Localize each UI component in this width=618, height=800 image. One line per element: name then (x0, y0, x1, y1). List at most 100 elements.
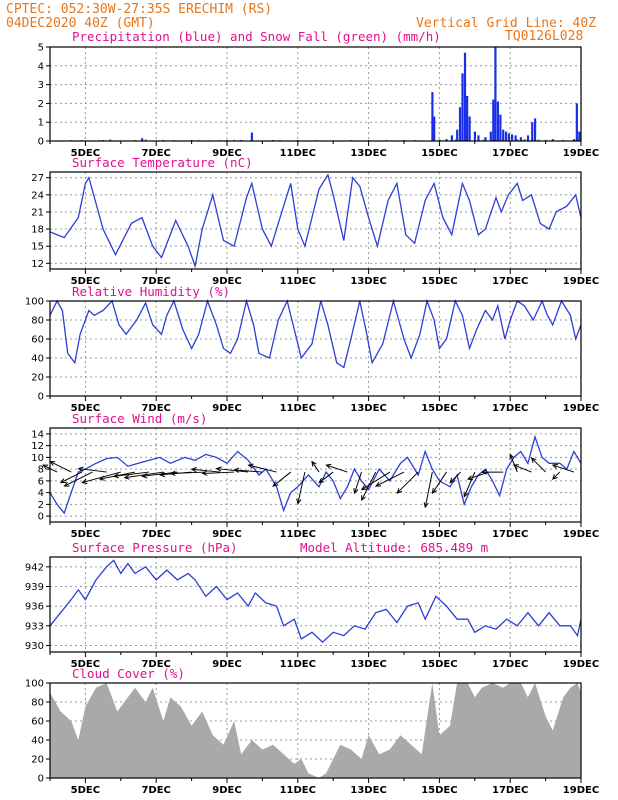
wind-vector-head (361, 495, 366, 502)
y-tick-label: 2 (38, 500, 44, 511)
precip-bar (461, 73, 464, 141)
wind-vector-head (215, 466, 222, 472)
wind-vector-head (353, 488, 359, 495)
wind-vector-head (169, 470, 176, 476)
panel-title: Cloud Cover (%) (72, 666, 185, 681)
panel-2: Surface Temperature (nC) 12 15 18 21 24 27 5DEC… (31, 155, 599, 287)
panel-1: Precipitation (blue) and Snow Fall (gree… (38, 29, 600, 159)
series-line (49, 559, 582, 644)
wind-vector (297, 471, 306, 504)
precip-bar (450, 135, 453, 141)
wind-vector-head (396, 488, 403, 494)
precip-bar (431, 92, 434, 141)
x-tick-label: 7DEC (141, 148, 170, 159)
x-tick-label: 9DEC (212, 529, 241, 540)
wind-vector (114, 471, 150, 477)
precip-bar (473, 131, 476, 141)
wind-vector (513, 464, 532, 473)
x-tick-label: 9DEC (212, 403, 241, 414)
cloud-cover-area (50, 683, 581, 778)
wind-vector-head (190, 467, 197, 473)
precip-bar (484, 137, 487, 141)
series-line (49, 298, 582, 369)
x-tick-label: 19DEC (563, 403, 599, 414)
precip-bar (492, 99, 495, 141)
y-tick-label: 27 (31, 173, 44, 184)
panel-frame (49, 46, 582, 142)
wind-vector (449, 471, 461, 483)
panel-title: Surface Temperature (nC) (72, 155, 253, 170)
y-tick-label: 14 (31, 429, 44, 440)
y-tick-label: 1 (38, 118, 44, 129)
snow-bar (454, 139, 457, 141)
wind-vector-head (123, 474, 130, 480)
y-tick-label: 20 (31, 373, 44, 384)
precip-bar (499, 114, 502, 141)
y-tick-label: 930 (25, 641, 44, 652)
precip-bar (526, 135, 530, 141)
panel-frame (49, 300, 582, 397)
precip-bar (531, 122, 534, 141)
y-tick-label: 21 (31, 207, 44, 218)
wind-vector (361, 471, 391, 490)
y-tick-label: 80 (31, 698, 44, 709)
precip-bar (510, 134, 514, 141)
precip-bar (572, 139, 576, 141)
x-tick-label: 11DEC (280, 785, 316, 796)
precip-bar (466, 95, 469, 141)
snow-bar (516, 139, 519, 141)
x-tick-label: 19DEC (563, 659, 599, 670)
wind-vector (396, 471, 419, 494)
wind-vector-head (466, 475, 473, 481)
wind-vector-head (296, 498, 302, 505)
panel-frame (49, 556, 582, 653)
wind-vector-head (551, 463, 558, 469)
wind-vector (509, 454, 518, 473)
wind-vector-head (158, 471, 165, 478)
y-tick-label: 0 (38, 512, 44, 523)
x-tick-label: 7DEC (141, 785, 170, 796)
y-tick-label: 4 (38, 61, 44, 72)
x-tick-label: 17DEC (492, 276, 528, 287)
x-tick-label: 19DEC (563, 148, 599, 159)
panel-title: Precipitation (blue) and Snow Fall (gree… (72, 29, 441, 44)
x-tick-label: 15DEC (421, 529, 457, 540)
wind-vector-head (247, 463, 254, 469)
wind-vector-head (272, 481, 279, 487)
panel-frame (49, 171, 582, 270)
precip-bar (533, 118, 537, 141)
x-tick-label: 11DEC (280, 659, 316, 670)
wind-vector-head (201, 470, 208, 476)
y-tick-label: 12 (31, 441, 44, 452)
wind-vector-head (98, 475, 105, 481)
wind-vector (326, 464, 348, 473)
wind-vector (354, 471, 362, 494)
wind-vector (272, 471, 292, 487)
x-tick-label: 13DEC (350, 403, 386, 414)
wind-vector-head (42, 464, 49, 470)
x-tick-label: 5DEC (71, 148, 100, 159)
y-tick-label: 8 (38, 465, 44, 476)
y-tick-label: 5 (38, 43, 44, 54)
x-tick-label: 13DEC (350, 785, 386, 796)
wind-vector-head (423, 502, 429, 509)
wind-vector-head (77, 466, 84, 472)
x-tick-label: 17DEC (492, 659, 528, 670)
panel-frame (49, 682, 582, 779)
series-line (49, 434, 582, 515)
y-tick-label: 0 (38, 137, 44, 148)
y-tick-label: 0 (38, 774, 44, 785)
x-tick-label: 19DEC (563, 529, 599, 540)
y-tick-label: 15 (31, 242, 44, 253)
x-tick-label: 5DEC (71, 403, 100, 414)
wind-vector-head (318, 477, 325, 484)
wind-vector-head (449, 477, 456, 484)
precip-bar (458, 107, 462, 141)
snow-bar (109, 139, 112, 141)
precip-bar (433, 116, 436, 141)
precip-bar (445, 139, 448, 141)
x-tick-label: 13DEC (350, 529, 386, 540)
wind-vector-head (233, 467, 240, 473)
wind-vector-head (141, 473, 148, 479)
